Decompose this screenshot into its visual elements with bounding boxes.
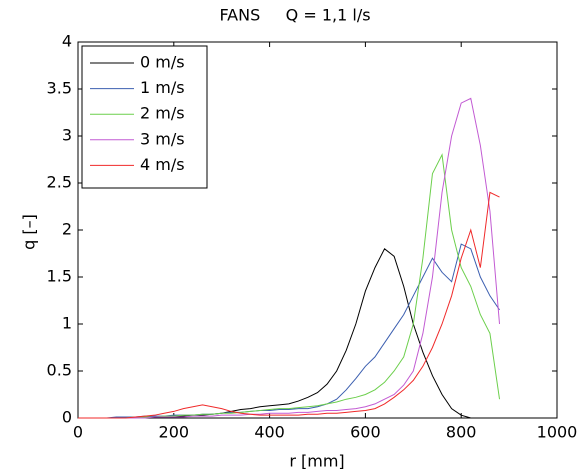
legend-label: 2 m/s	[140, 104, 185, 123]
x-tick-label: 800	[446, 423, 477, 442]
data-line	[78, 153, 501, 419]
data-line	[78, 191, 500, 419]
y-axis-label: q [–]	[20, 214, 39, 250]
y-tick-label: 2	[62, 220, 72, 239]
y-tick-label: 4	[62, 32, 72, 51]
data-line	[78, 97, 501, 419]
legend-label: 3 m/s	[140, 129, 185, 148]
legend-label: 0 m/s	[140, 53, 185, 72]
legend-label: 1 m/s	[140, 78, 185, 97]
legend-label: 4 m/s	[140, 155, 185, 174]
data-line	[78, 243, 500, 419]
x-tick-label: 1000	[537, 423, 578, 442]
y-tick-label: 3	[62, 126, 72, 145]
y-tick-label: 0	[62, 408, 72, 427]
x-tick-label: 600	[350, 423, 381, 442]
chart-title: FANS Q = 1,1 l/s	[219, 6, 370, 25]
x-tick-label: 0	[73, 423, 83, 442]
x-tick-label: 400	[254, 423, 285, 442]
y-tick-label: 0.5	[47, 361, 72, 380]
x-axis-label: r [mm]	[289, 452, 344, 471]
y-tick-label: 1	[62, 314, 72, 333]
y-tick-label: 2.5	[47, 173, 72, 192]
y-tick-label: 3.5	[47, 79, 72, 98]
x-tick-label: 200	[159, 423, 190, 442]
data-line	[78, 248, 471, 419]
legend-box	[81, 45, 208, 189]
y-tick-label: 1.5	[47, 267, 72, 286]
